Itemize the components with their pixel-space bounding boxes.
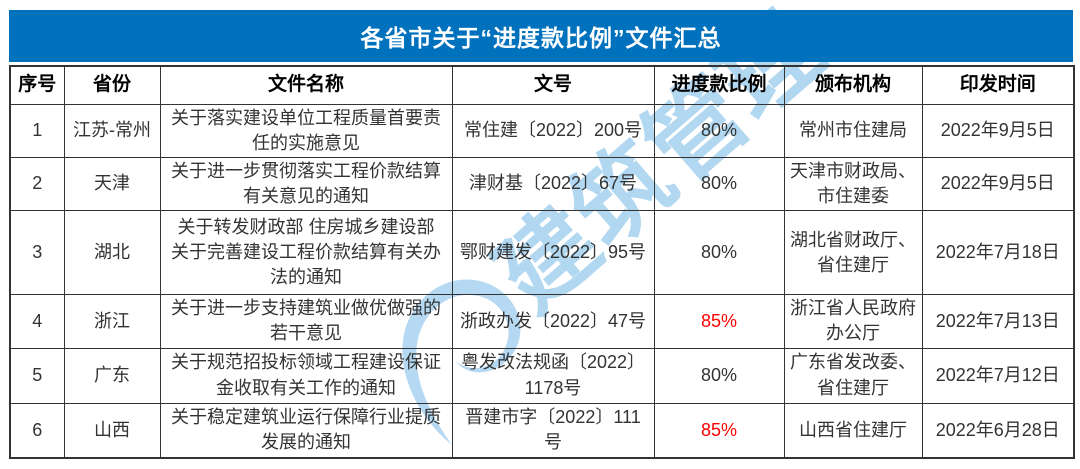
cell-province: 江苏-常州 [63, 103, 161, 158]
cell-seq: 5 [9, 347, 65, 404]
cell-doc-no: 粤发改法规函〔2022〕 1178号 [451, 347, 655, 404]
title-bar: 各省市关于“进度款比例”文件汇总 [9, 10, 1073, 62]
page-title: 各省市关于“进度款比例”文件汇总 [360, 25, 722, 51]
header-row: 序号 省份 文件名称 文号 进度款比例 颁布机构 印发时间 [9, 65, 1075, 105]
cell-province: 浙江 [63, 294, 161, 349]
cell-agency: 浙江省人民政府 办公厅 [783, 294, 923, 349]
cell-date: 2022年7月12日 [921, 347, 1075, 404]
cell-date: 2022年6月28日 [921, 402, 1075, 459]
cell-province: 湖北 [63, 210, 161, 296]
cell-doc-no: 津财基〔2022〕67号 [451, 156, 655, 212]
cell-seq: 6 [9, 402, 65, 459]
summary-table: 序号 省份 文件名称 文号 进度款比例 颁布机构 印发时间 1 江苏-常州 关于… [9, 65, 1075, 460]
cell-doc-no: 晋建市字〔2022〕111 号 [451, 402, 655, 459]
table-row: 1 江苏-常州 关于落实建设单位工程质量首要责 任的实施意见 常住建〔2022〕… [9, 103, 1075, 158]
document-page: 建筑管理 各省市关于“进度款比例”文件汇总 序号 省份 文件名称 文号 进度款比… [9, 0, 1075, 460]
col-header-province: 省份 [63, 65, 161, 105]
cell-ratio: 80% [653, 156, 785, 212]
cell-agency: 天津市财政局、 市住建委 [783, 156, 923, 212]
cell-doc-no: 浙政办发〔2022〕47号 [451, 294, 655, 349]
cell-agency: 湖北省财政厅、 省住建厅 [783, 210, 923, 296]
table-row: 6 山西 关于稳定建筑业运行保障行业提质 发展的通知 晋建市字〔2022〕111… [9, 402, 1075, 459]
table-row: 5 广东 关于规范招投标领域工程建设保证 金收取有关工作的通知 粤发改法规函〔2… [9, 347, 1075, 404]
col-header-date: 印发时间 [921, 65, 1075, 105]
table-row: 4 浙江 关于进一步支持建筑业做优做强的 若干意见 浙政办发〔2022〕47号 … [9, 294, 1075, 349]
col-header-doc-no: 文号 [451, 65, 655, 105]
cell-date: 2022年9月5日 [921, 103, 1075, 158]
cell-date: 2022年7月18日 [921, 210, 1075, 296]
cell-doc-name: 关于落实建设单位工程质量首要责 任的实施意见 [159, 103, 453, 158]
cell-seq: 1 [9, 103, 65, 158]
cell-agency: 山西省住建厅 [783, 402, 923, 459]
col-header-seq: 序号 [9, 65, 65, 105]
cell-doc-name: 关于稳定建筑业运行保障行业提质 发展的通知 [159, 402, 453, 459]
cell-province: 山西 [63, 402, 161, 459]
cell-doc-no: 鄂财建发〔2022〕95号 [451, 210, 655, 296]
col-header-agency: 颁布机构 [783, 65, 923, 105]
cell-doc-name: 关于进一步贯彻落实工程价款结算 有关意见的通知 [159, 156, 453, 212]
cell-date: 2022年9月5日 [921, 156, 1075, 212]
col-header-ratio: 进度款比例 [653, 65, 785, 105]
cell-doc-name: 关于进一步支持建筑业做优做强的 若干意见 [159, 294, 453, 349]
cell-agency: 广东省发改委、 省住建厅 [783, 347, 923, 404]
cell-doc-no: 常住建〔2022〕200号 [451, 103, 655, 158]
cell-seq: 4 [9, 294, 65, 349]
cell-ratio: 80% [653, 103, 785, 158]
cell-ratio: 85% [653, 294, 785, 349]
cell-ratio: 80% [653, 210, 785, 296]
cell-doc-name: 关于规范招投标领域工程建设保证 金收取有关工作的通知 [159, 347, 453, 404]
cell-ratio: 85% [653, 402, 785, 459]
cell-province: 天津 [63, 156, 161, 212]
cell-agency: 常州市住建局 [783, 103, 923, 158]
cell-seq: 2 [9, 156, 65, 212]
col-header-doc-name: 文件名称 [159, 65, 453, 105]
cell-province: 广东 [63, 347, 161, 404]
cell-doc-name: 关于转发财政部 住房城乡建设部 关于完善建设工程价款结算有关办 法的通知 [159, 210, 453, 296]
cell-ratio: 80% [653, 347, 785, 404]
cell-date: 2022年7月13日 [921, 294, 1075, 349]
cell-seq: 3 [9, 210, 65, 296]
table-row: 2 天津 关于进一步贯彻落实工程价款结算 有关意见的通知 津财基〔2022〕67… [9, 156, 1075, 212]
table-row: 3 湖北 关于转发财政部 住房城乡建设部 关于完善建设工程价款结算有关办 法的通… [9, 210, 1075, 296]
